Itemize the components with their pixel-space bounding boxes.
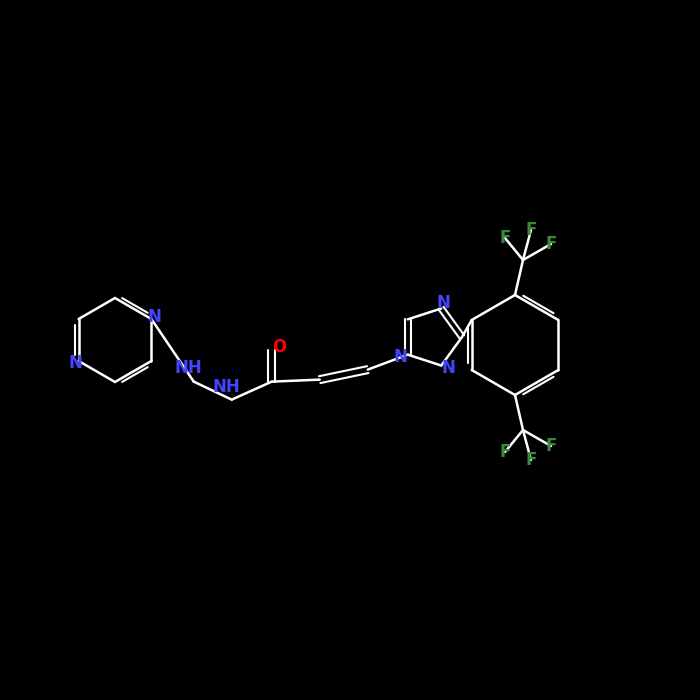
Text: O: O [272, 337, 287, 356]
Text: N: N [441, 358, 455, 377]
Text: N: N [436, 295, 450, 312]
Text: F: F [525, 451, 537, 469]
Text: N: N [148, 308, 161, 326]
Text: NH: NH [175, 358, 202, 377]
Text: NH: NH [213, 377, 241, 395]
Text: F: F [499, 443, 511, 461]
Text: F: F [545, 235, 557, 253]
Text: F: F [525, 221, 537, 239]
Text: F: F [499, 229, 511, 247]
Text: N: N [69, 354, 83, 372]
Text: N: N [394, 348, 407, 365]
Text: F: F [545, 437, 557, 455]
